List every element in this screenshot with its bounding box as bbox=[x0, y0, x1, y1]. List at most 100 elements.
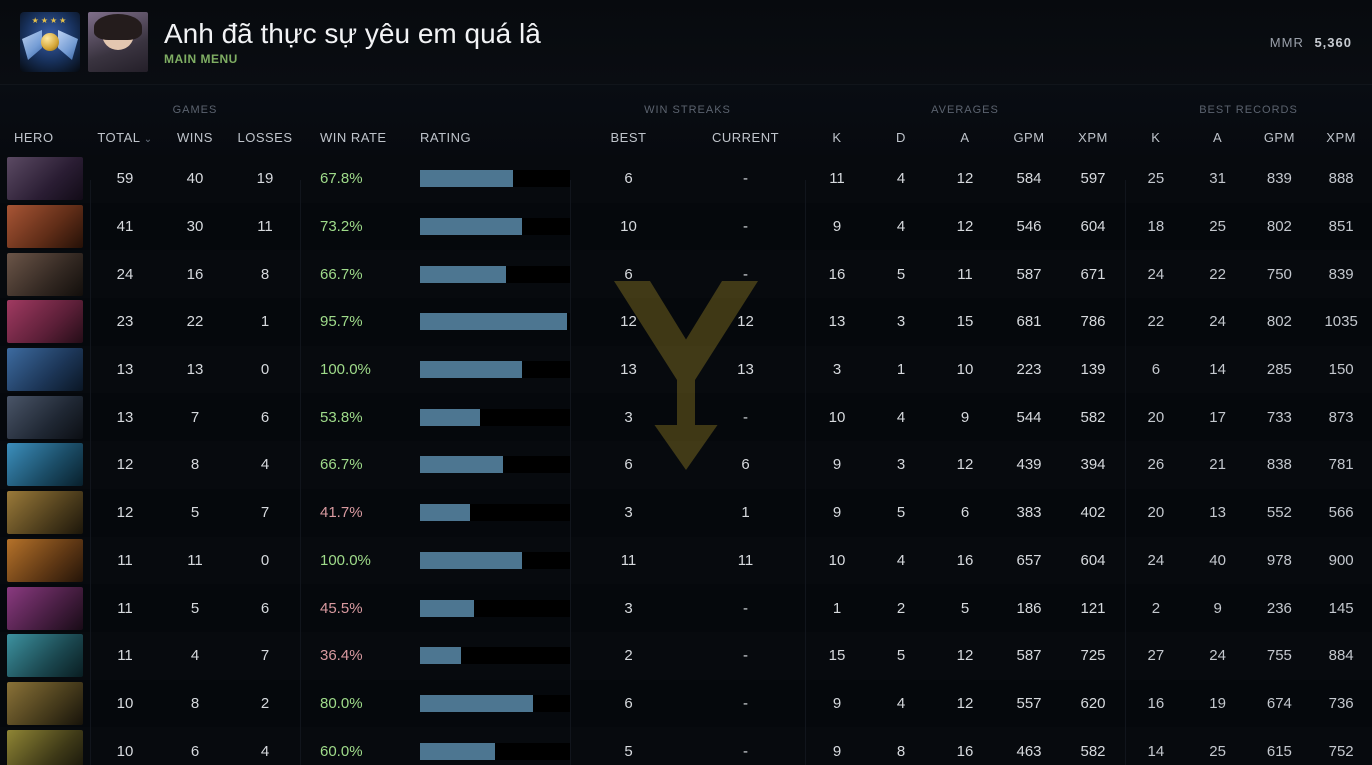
hero-icon-0[interactable] bbox=[7, 157, 83, 200]
avg-gpm-value: 681 bbox=[997, 313, 1061, 330]
table-row[interactable]: 12 8 4 66.7% 6 6 9 3 12 439 394 26 21 8 bbox=[0, 441, 1372, 489]
table-row[interactable]: 11 5 6 45.5% 3 - 1 2 5 186 121 2 9 236 bbox=[0, 584, 1372, 632]
rating-bar bbox=[390, 600, 570, 617]
title-block: Anh đã thực sự yêu em quá lâ MAIN MENU bbox=[164, 18, 541, 66]
table-row[interactable]: 11 4 7 36.4% 2 - 15 5 12 587 725 27 24 bbox=[0, 632, 1372, 680]
wins-value: 22 bbox=[160, 313, 230, 330]
win-rate-value: 36.4% bbox=[300, 647, 390, 664]
best-a-value: 21 bbox=[1187, 456, 1249, 473]
hero-icon-2[interactable] bbox=[7, 253, 83, 296]
hero-icon-3[interactable] bbox=[7, 300, 83, 343]
total-games-value: 12 bbox=[90, 456, 160, 473]
best-a-value: 14 bbox=[1187, 361, 1249, 378]
best-a-value: 17 bbox=[1187, 409, 1249, 426]
avg-gpm-value: 439 bbox=[997, 456, 1061, 473]
avg-xpm-value: 139 bbox=[1061, 361, 1125, 378]
losses-value: 6 bbox=[230, 600, 300, 617]
hero-rows: 59 40 19 67.8% 6 - 11 4 12 584 597 25 31 bbox=[0, 155, 1372, 765]
table-row[interactable]: 23 22 1 95.7% 12 12 13 3 15 681 786 22 2… bbox=[0, 298, 1372, 346]
wins-value: 16 bbox=[160, 266, 230, 283]
avg-d-value: 4 bbox=[869, 170, 933, 187]
win-rate-value: 95.7% bbox=[300, 313, 390, 330]
avg-a-value: 12 bbox=[933, 695, 997, 712]
hero-stats-table: HERO GAMES TOTAL WINS LOSSES WIN RATE RA… bbox=[0, 85, 1372, 765]
hero-icon-10[interactable] bbox=[7, 634, 83, 677]
table-row[interactable]: 13 7 6 53.8% 3 - 10 4 9 544 582 20 17 7 bbox=[0, 393, 1372, 441]
hero-icon-6[interactable] bbox=[7, 443, 83, 486]
wins-value: 11 bbox=[160, 552, 230, 569]
best-a-value: 9 bbox=[1187, 600, 1249, 617]
table-row[interactable]: 24 16 8 66.7% 6 - 16 5 11 587 671 24 22 bbox=[0, 250, 1372, 298]
table-row[interactable]: 11 11 0 100.0% 11 11 10 4 16 657 604 24 … bbox=[0, 537, 1372, 585]
best-k-value: 26 bbox=[1125, 456, 1187, 473]
avg-a-value: 5 bbox=[933, 600, 997, 617]
hero-icon-9[interactable] bbox=[7, 587, 83, 630]
breadcrumb: MAIN MENU bbox=[164, 52, 541, 66]
hero-icon-1[interactable] bbox=[7, 205, 83, 248]
total-games-value: 13 bbox=[90, 361, 160, 378]
streak-best-value: 6 bbox=[570, 266, 687, 283]
best-k-value: 20 bbox=[1125, 504, 1187, 521]
best-xpm-value: 900 bbox=[1310, 552, 1372, 569]
table-row[interactable]: 13 13 0 100.0% 13 13 3 1 10 223 139 6 14 bbox=[0, 346, 1372, 394]
table-row[interactable]: 10 6 4 60.0% 5 - 9 8 16 463 582 14 25 6 bbox=[0, 727, 1372, 765]
losses-value: 1 bbox=[230, 313, 300, 330]
avg-d-value: 5 bbox=[869, 647, 933, 664]
avg-d-value: 5 bbox=[869, 504, 933, 521]
total-games-value: 10 bbox=[90, 743, 160, 760]
losses-value: 7 bbox=[230, 647, 300, 664]
losses-value: 0 bbox=[230, 361, 300, 378]
win-rate-value: 73.2% bbox=[300, 218, 390, 235]
streak-best-value: 6 bbox=[570, 456, 687, 473]
best-xpm-value: 752 bbox=[1310, 743, 1372, 760]
total-sort-control[interactable]: TOTAL bbox=[90, 130, 160, 145]
avg-k-value: 3 bbox=[805, 361, 869, 378]
avg-a-value: 12 bbox=[933, 170, 997, 187]
hero-icon-8[interactable] bbox=[7, 539, 83, 582]
best-xpm-value: 851 bbox=[1310, 218, 1372, 235]
rating-bar bbox=[390, 695, 570, 712]
table-row[interactable]: 41 30 11 73.2% 10 - 9 4 12 546 604 18 25 bbox=[0, 203, 1372, 251]
avatar[interactable] bbox=[88, 12, 148, 72]
hero-icon-11[interactable] bbox=[7, 682, 83, 725]
col-group-hero: HERO bbox=[0, 85, 90, 155]
table-row[interactable]: 59 40 19 67.8% 6 - 11 4 12 584 597 25 31 bbox=[0, 155, 1372, 203]
rating-bar bbox=[390, 361, 570, 378]
total-games-value: 59 bbox=[90, 170, 160, 187]
streak-current-value: 6 bbox=[687, 456, 804, 473]
col-group-streaks: WIN STREAKS BEST CURRENT bbox=[570, 85, 805, 155]
best-gpm-value: 802 bbox=[1249, 218, 1311, 235]
best-xpm-value: 873 bbox=[1310, 409, 1372, 426]
best-gpm-value: 615 bbox=[1249, 743, 1311, 760]
hero-icon-12[interactable] bbox=[7, 730, 83, 765]
win-rate-value: 66.7% bbox=[300, 266, 390, 283]
streak-best-value: 12 bbox=[570, 313, 687, 330]
avg-xpm-value: 582 bbox=[1061, 743, 1125, 760]
table-row[interactable]: 10 8 2 80.0% 6 - 9 4 12 557 620 16 19 6 bbox=[0, 680, 1372, 728]
avg-xpm-value: 121 bbox=[1061, 600, 1125, 617]
avg-k-value: 13 bbox=[805, 313, 869, 330]
avg-d-value: 4 bbox=[869, 409, 933, 426]
best-a-value: 22 bbox=[1187, 266, 1249, 283]
best-gpm-value: 802 bbox=[1249, 313, 1311, 330]
avg-gpm-value: 186 bbox=[997, 600, 1061, 617]
losses-value: 7 bbox=[230, 504, 300, 521]
avg-d-value: 2 bbox=[869, 600, 933, 617]
table-row[interactable]: 12 5 7 41.7% 3 1 9 5 6 383 402 20 13 55 bbox=[0, 489, 1372, 537]
avg-gpm-value: 223 bbox=[997, 361, 1061, 378]
best-xpm-value: 150 bbox=[1310, 361, 1372, 378]
losses-value: 2 bbox=[230, 695, 300, 712]
hero-icon-7[interactable] bbox=[7, 491, 83, 534]
hero-icon-4[interactable] bbox=[7, 348, 83, 391]
win-rate-value: 66.7% bbox=[300, 456, 390, 473]
streak-current-value: - bbox=[687, 600, 804, 617]
avg-xpm-value: 597 bbox=[1061, 170, 1125, 187]
best-a-value: 24 bbox=[1187, 647, 1249, 664]
hero-icon-5[interactable] bbox=[7, 396, 83, 439]
avg-a-value: 16 bbox=[933, 552, 997, 569]
total-games-value: 13 bbox=[90, 409, 160, 426]
total-games-value: 11 bbox=[90, 552, 160, 569]
avg-a-value: 10 bbox=[933, 361, 997, 378]
best-a-value: 24 bbox=[1187, 313, 1249, 330]
streak-best-value: 11 bbox=[570, 552, 687, 569]
